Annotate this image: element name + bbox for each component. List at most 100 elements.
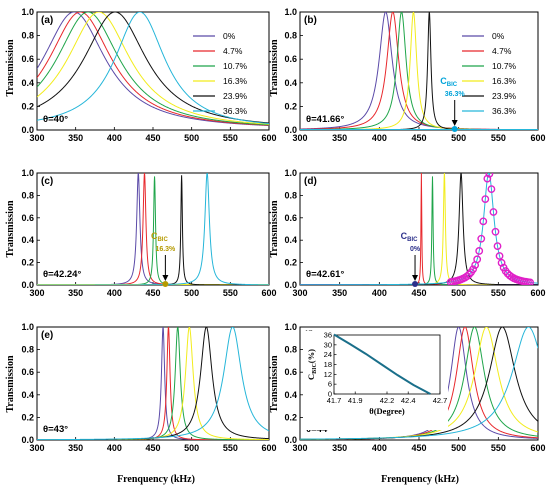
panel-a: 300 350 400 450 500 550 600 0.0 0.2 0.4 0.6 0.8 1.0 (… bbox=[21, 7, 276, 143]
inset-x-tick-label: 42.2 bbox=[380, 396, 395, 405]
y-tick-label: 0.2 bbox=[284, 412, 297, 422]
panel-c: 300 350 400 450 500 550 600 0.0 0.2 0.4 0.6 0.8 1.0 (… bbox=[21, 168, 276, 298]
legend-entry: 16.3% bbox=[492, 76, 517, 86]
legend-entry: 23.9% bbox=[492, 91, 517, 101]
legend-entry: 36.3% bbox=[492, 106, 517, 116]
y-tick-label: 0.4 bbox=[21, 235, 34, 245]
y-tick-label: 0.2 bbox=[21, 258, 34, 268]
series-line bbox=[37, 12, 269, 127]
fit-marker bbox=[477, 234, 486, 243]
y-axis-label-b: Transmission bbox=[269, 39, 280, 96]
inset-y-tick-label: 24 bbox=[324, 350, 332, 359]
x-tick-label: 550 bbox=[491, 288, 506, 298]
x-tick-label: 400 bbox=[372, 443, 387, 453]
panel-label: (c) bbox=[41, 176, 53, 187]
y-tick-label: 0.8 bbox=[284, 190, 297, 200]
y-tick-label: 0.0 bbox=[21, 125, 34, 135]
x-tick-label: 600 bbox=[261, 443, 276, 453]
series-line bbox=[37, 327, 269, 440]
y-tick-label: 0.0 bbox=[21, 280, 34, 290]
legend-entry: 4.7% bbox=[492, 46, 512, 56]
y-tick-label: 0.4 bbox=[284, 235, 297, 245]
x-tick-label: 300 bbox=[29, 443, 44, 453]
cbic-arrowhead bbox=[162, 275, 169, 281]
fit-marker bbox=[526, 278, 534, 285]
y-tick-label: 0.2 bbox=[21, 101, 34, 111]
y-axis-label-e: Transmission bbox=[5, 355, 16, 412]
legend-entry: 4.7% bbox=[223, 46, 243, 56]
y-tick-label: 1.0 bbox=[284, 168, 297, 178]
y-tick-label: 0.2 bbox=[21, 412, 34, 422]
cbic-dot bbox=[412, 281, 419, 287]
y-tick-label: 0.0 bbox=[284, 280, 297, 290]
inset-series-line bbox=[333, 333, 431, 395]
fit-marker bbox=[489, 208, 498, 216]
theta-label: θ=40° bbox=[43, 114, 68, 125]
x-tick-label: 500 bbox=[184, 443, 199, 453]
x-tick-label: 400 bbox=[107, 443, 122, 453]
series-group bbox=[300, 327, 538, 440]
panel-label: (e) bbox=[41, 330, 53, 341]
inset-y-tick-label: 18 bbox=[324, 360, 332, 369]
x-tick-label: 550 bbox=[223, 288, 238, 298]
fit-marker bbox=[475, 247, 484, 255]
panel-label: (a) bbox=[41, 15, 53, 26]
x-tick-label: 500 bbox=[451, 288, 466, 298]
panel-e: 300 350 400 450 500 550 600 0.0 0.2 0.4 0.6 0.8 1.0 (… bbox=[21, 322, 276, 453]
cbic-label: CBIC bbox=[151, 231, 169, 243]
y-tick-label: 0.2 bbox=[284, 258, 297, 268]
y-tick-label: 0.6 bbox=[284, 213, 297, 223]
x-axis-label-right: Frenquency (kHz) bbox=[381, 474, 459, 485]
x-tick-label: 350 bbox=[68, 443, 83, 453]
x-tick-label: 400 bbox=[107, 133, 122, 143]
series-group bbox=[37, 12, 269, 127]
series-line bbox=[300, 173, 538, 285]
legend-entry: 10.7% bbox=[492, 61, 517, 71]
theta-label: θ=43° bbox=[43, 424, 68, 435]
x-tick-label: 300 bbox=[29, 133, 44, 143]
y-tick-label: 1.0 bbox=[284, 7, 297, 17]
panels: 300 350 400 450 500 550 600 0.0 0.2 0.4 0.6 0.8 1.0 (… bbox=[21, 7, 545, 453]
cbic-arrowhead bbox=[451, 120, 458, 126]
inset-y-tick-label: 6 bbox=[328, 380, 332, 389]
x-tick-label: 300 bbox=[292, 288, 307, 298]
y-tick-label: 1.0 bbox=[284, 322, 297, 332]
y-tick-label: 0.4 bbox=[284, 390, 297, 400]
x-tick-label: 450 bbox=[411, 133, 426, 143]
y-tick-label: 0.8 bbox=[284, 31, 297, 41]
fit-marker bbox=[465, 270, 473, 279]
theta-label: θ=42.61° bbox=[306, 269, 344, 280]
y-tick-label: 0.4 bbox=[284, 78, 297, 88]
series-line bbox=[300, 327, 538, 440]
y-tick-label: 0.8 bbox=[21, 345, 34, 355]
y-tick-label: 0.6 bbox=[21, 367, 34, 377]
cbic-value: 16.3% bbox=[155, 246, 176, 253]
series-line bbox=[300, 173, 538, 285]
x-tick-label: 350 bbox=[68, 133, 83, 143]
y-tick-label: 0.2 bbox=[284, 101, 297, 111]
inset-x-tick-label: 42.7 bbox=[433, 396, 448, 405]
legend-entry: 10.7% bbox=[223, 61, 248, 71]
x-tick-label: 550 bbox=[491, 133, 506, 143]
fit-marker bbox=[491, 227, 500, 236]
series-group bbox=[300, 12, 538, 130]
x-tick-label: 600 bbox=[530, 133, 545, 143]
inset-y-tick-label: 12 bbox=[324, 370, 332, 379]
y-tick-label: 0.6 bbox=[21, 54, 34, 64]
inset-y-tick-label: 30 bbox=[324, 340, 332, 349]
fit-marker bbox=[495, 252, 504, 260]
y-tick-label: 1.0 bbox=[21, 7, 34, 17]
x-tick-label: 400 bbox=[107, 288, 122, 298]
fit-marker bbox=[479, 217, 488, 226]
cbic-dot bbox=[162, 281, 169, 287]
theta-label: θ=42.24° bbox=[43, 269, 81, 280]
x-tick-label: 450 bbox=[411, 443, 426, 453]
inset-y-axis-label: CBIC(%) bbox=[306, 349, 318, 380]
x-tick-label: 500 bbox=[451, 133, 466, 143]
series-line bbox=[37, 12, 269, 125]
y-axis-label-f: Transmission bbox=[269, 355, 280, 412]
y-tick-label: 1.0 bbox=[21, 322, 34, 332]
x-tick-label: 350 bbox=[68, 288, 83, 298]
inset-x-tick-label: 42.4 bbox=[401, 396, 416, 405]
